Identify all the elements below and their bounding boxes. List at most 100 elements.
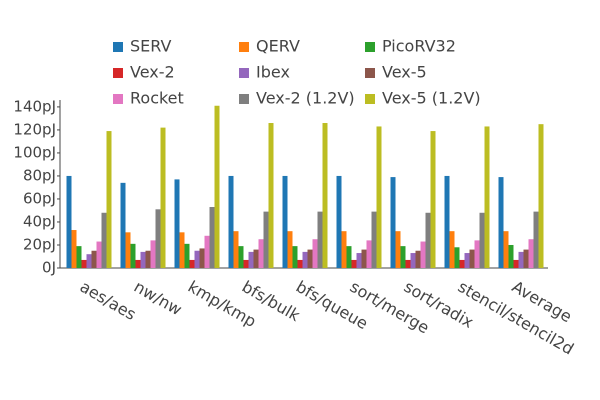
bar	[361, 249, 367, 268]
y-tick-label: 0J	[42, 259, 56, 277]
legend-label: Rocket	[130, 89, 184, 108]
bar	[351, 259, 357, 268]
legend-swatch	[239, 42, 249, 52]
bar	[204, 235, 210, 268]
bar	[356, 253, 362, 268]
bar	[248, 251, 254, 268]
bar	[307, 249, 313, 268]
bar	[253, 249, 259, 268]
bar	[189, 259, 195, 268]
bar	[76, 246, 82, 268]
bar	[415, 250, 421, 268]
bar	[302, 251, 308, 268]
bar	[479, 212, 485, 268]
legend-label: Vex-2 (1.2V)	[256, 89, 355, 108]
bar	[503, 231, 509, 268]
bar	[484, 126, 490, 268]
y-tick-label: 120pJ	[13, 120, 56, 138]
bar	[292, 246, 298, 268]
bar	[81, 259, 87, 268]
bar	[150, 240, 156, 268]
bar	[71, 230, 77, 268]
bar	[120, 182, 126, 268]
bar	[263, 211, 269, 268]
bar	[469, 249, 475, 268]
legend-label: Ibex	[256, 63, 290, 82]
bar	[371, 211, 377, 268]
bar	[459, 259, 465, 268]
bar	[243, 259, 249, 268]
bar	[464, 253, 470, 268]
bar	[258, 239, 264, 268]
legend-swatch	[365, 94, 375, 104]
bar	[287, 231, 293, 268]
bar	[238, 246, 244, 268]
bar	[155, 209, 161, 268]
bar	[228, 175, 234, 268]
y-tick-label: 40pJ	[23, 212, 56, 230]
bar	[533, 211, 539, 268]
bar	[282, 175, 288, 268]
legend-swatch	[365, 42, 375, 52]
bar	[209, 207, 215, 268]
bar	[405, 259, 411, 268]
bar	[297, 259, 303, 268]
legend-swatch	[365, 68, 375, 78]
bar	[174, 179, 180, 268]
bar	[518, 251, 524, 268]
bar	[179, 232, 185, 268]
bar	[140, 251, 146, 268]
bar	[160, 127, 166, 268]
bar	[130, 243, 136, 268]
bar	[86, 254, 92, 268]
bar	[312, 239, 318, 268]
bar	[425, 212, 431, 268]
legend-swatch	[113, 42, 123, 52]
bar	[268, 123, 274, 268]
bar	[199, 248, 205, 268]
bar	[96, 241, 102, 268]
legend-label: Vex-2	[130, 63, 175, 82]
bar	[376, 126, 382, 268]
bar	[410, 253, 416, 268]
bar	[444, 175, 450, 268]
bar	[101, 212, 107, 268]
bar	[135, 259, 141, 268]
bar	[91, 250, 97, 268]
bar	[420, 241, 426, 268]
bar	[366, 240, 372, 268]
bar	[322, 123, 328, 268]
bar	[214, 105, 220, 269]
y-tick-label: 20pJ	[23, 235, 56, 253]
bar	[106, 131, 112, 268]
bar	[184, 243, 190, 268]
y-tick-label: 100pJ	[13, 143, 56, 161]
legend-swatch	[239, 68, 249, 78]
bar	[523, 249, 529, 268]
bar	[390, 177, 396, 268]
bar	[474, 240, 480, 268]
bar	[513, 259, 519, 268]
legend-label: SERV	[130, 37, 172, 56]
bar	[430, 131, 436, 268]
x-tick-label: nw/nw	[131, 277, 185, 319]
bar	[346, 246, 352, 268]
bar	[538, 124, 544, 268]
y-tick-label: 80pJ	[23, 166, 56, 184]
bar	[498, 177, 504, 268]
y-tick-label: 140pJ	[13, 97, 56, 115]
y-tick-label: 60pJ	[23, 189, 56, 207]
bar	[145, 250, 151, 268]
bar	[528, 239, 534, 268]
legend-label: Vex-5 (1.2V)	[382, 89, 481, 108]
bar	[454, 247, 460, 268]
bar	[395, 231, 401, 268]
bar	[341, 231, 347, 268]
x-tick-label: aes/aes	[77, 277, 140, 324]
legend-label: QERV	[256, 37, 300, 56]
bar	[233, 231, 239, 268]
legend-label: PicoRV32	[382, 37, 456, 56]
legend-label: Vex-5	[382, 63, 427, 82]
bar	[317, 211, 323, 268]
